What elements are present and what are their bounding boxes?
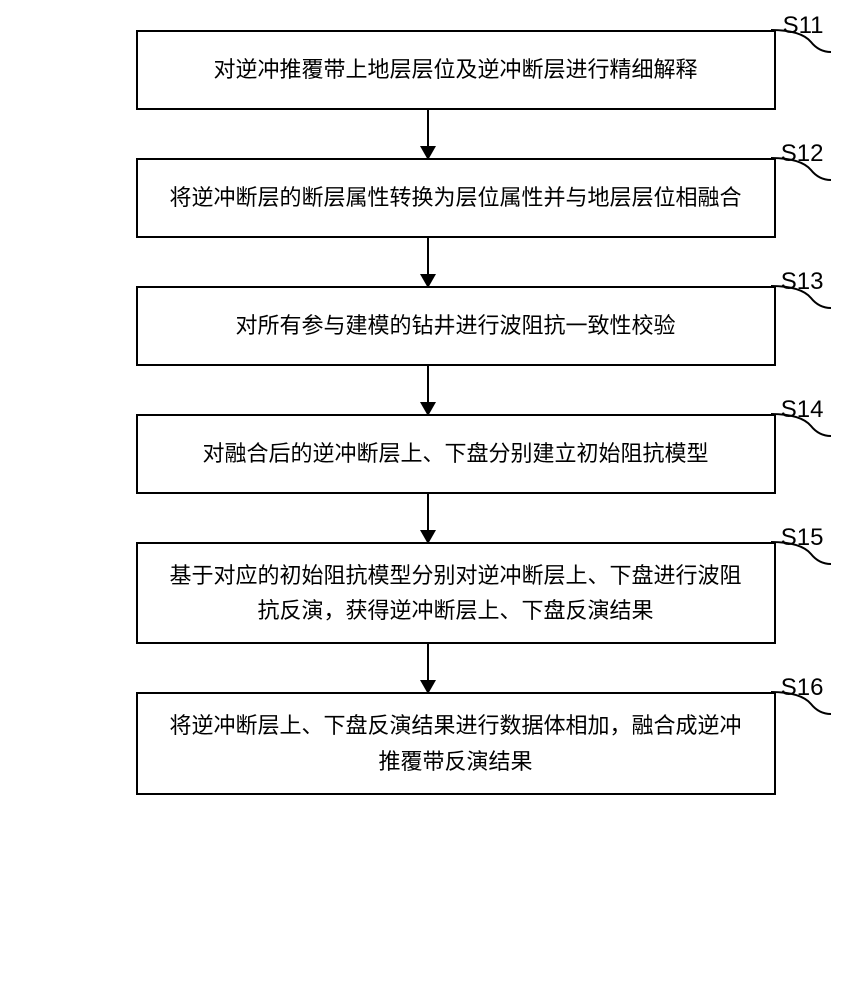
step-box-1: 对逆冲推覆带上地层层位及逆冲断层进行精细解释: [136, 30, 776, 110]
step-label-1: S11: [783, 12, 824, 40]
arrow-4: [427, 494, 429, 542]
arrow-3: [427, 366, 429, 414]
step-label-5: S15: [781, 524, 824, 552]
step-wrapper-5: 基于对应的初始阻抗模型分别对逆冲断层上、下盘进行波阻抗反演，获得逆冲断层上、下盘…: [136, 542, 776, 644]
step-wrapper-2: 将逆冲断层的断层属性转换为层位属性并与地层层位相融合 S12: [136, 158, 776, 238]
arrow-5: [427, 644, 429, 692]
arrow-1: [427, 110, 429, 158]
step-text-3: 对所有参与建模的钻井进行波阻抗一致性校验: [235, 308, 675, 343]
step-text-6: 将逆冲断层上、下盘反演结果进行数据体相加，融合成逆冲推覆带反演结果: [162, 708, 750, 778]
step-box-4: 对融合后的逆冲断层上、下盘分别建立初始阻抗模型: [136, 414, 776, 494]
step-wrapper-6: 将逆冲断层上、下盘反演结果进行数据体相加，融合成逆冲推覆带反演结果 S16: [136, 692, 776, 794]
step-box-6: 将逆冲断层上、下盘反演结果进行数据体相加，融合成逆冲推覆带反演结果: [136, 692, 776, 794]
step-box-3: 对所有参与建模的钻井进行波阻抗一致性校验: [136, 286, 776, 366]
step-text-5: 基于对应的初始阻抗模型分别对逆冲断层上、下盘进行波阻抗反演，获得逆冲断层上、下盘…: [162, 558, 750, 628]
step-text-4: 对融合后的逆冲断层上、下盘分别建立初始阻抗模型: [202, 436, 708, 471]
flowchart-container: 对逆冲推覆带上地层层位及逆冲断层进行精细解释 S11 将逆冲断层的断层属性转换为…: [50, 30, 806, 795]
step-box-2: 将逆冲断层的断层属性转换为层位属性并与地层层位相融合: [136, 158, 776, 238]
step-box-5: 基于对应的初始阻抗模型分别对逆冲断层上、下盘进行波阻抗反演，获得逆冲断层上、下盘…: [136, 542, 776, 644]
step-label-4: S14: [781, 396, 824, 424]
step-wrapper-1: 对逆冲推覆带上地层层位及逆冲断层进行精细解释 S11: [136, 30, 776, 110]
step-label-3: S13: [781, 268, 824, 296]
step-wrapper-3: 对所有参与建模的钻井进行波阻抗一致性校验 S13: [136, 286, 776, 366]
step-text-1: 对逆冲推覆带上地层层位及逆冲断层进行精细解释: [213, 52, 697, 87]
arrow-2: [427, 238, 429, 286]
step-wrapper-4: 对融合后的逆冲断层上、下盘分别建立初始阻抗模型 S14: [136, 414, 776, 494]
step-label-6: S16: [781, 674, 824, 702]
step-label-2: S12: [781, 140, 824, 168]
step-text-2: 将逆冲断层的断层属性转换为层位属性并与地层层位相融合: [169, 180, 741, 215]
